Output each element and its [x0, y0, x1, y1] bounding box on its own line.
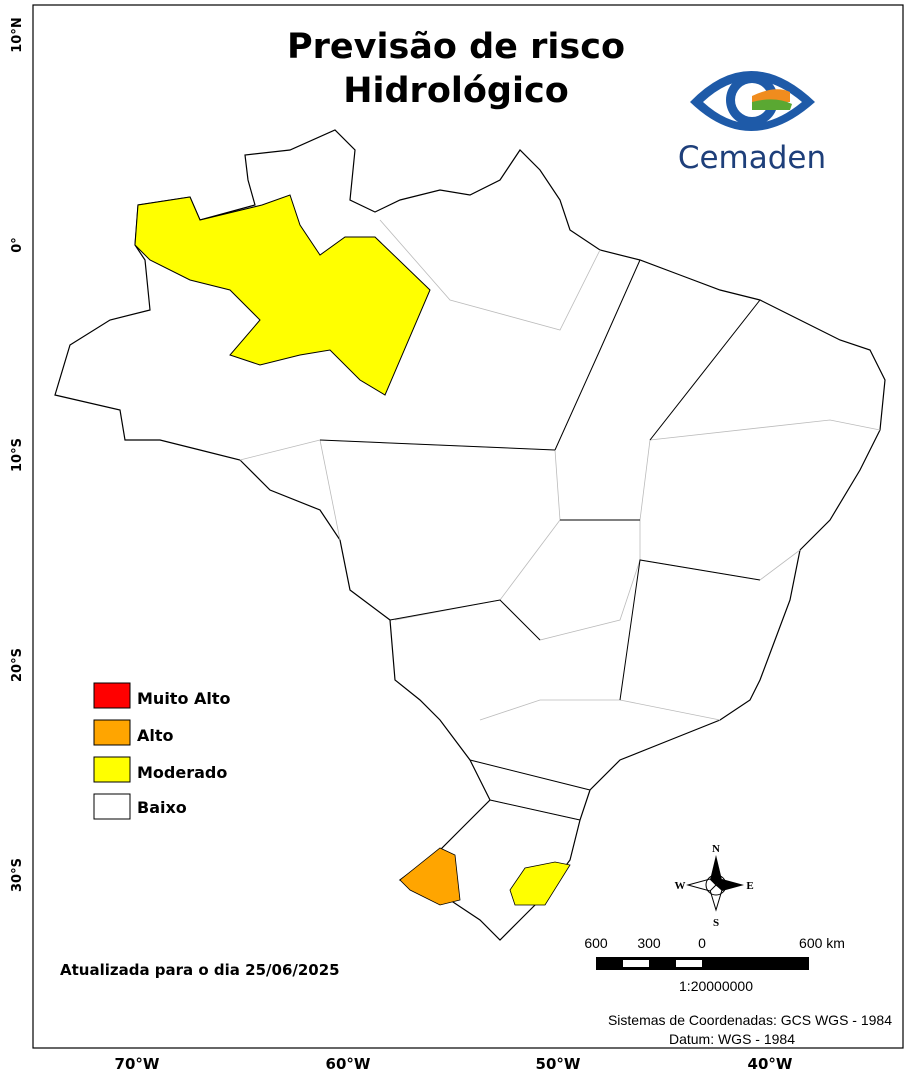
longitude-label: 50°W: [536, 1055, 581, 1073]
scale-label: 600: [584, 935, 608, 951]
scale-label: 0: [698, 935, 706, 951]
longitude-label: 40°W: [748, 1055, 793, 1073]
compass-letter: E: [746, 880, 753, 892]
update-date: Atualizada para o dia 25/06/2025: [60, 961, 340, 979]
risk-area-high: [399, 847, 461, 906]
brazil-map: [54, 129, 886, 941]
legend-swatch: [93, 793, 131, 820]
latitude-label: 10°N: [10, 17, 25, 52]
legend-swatch: [93, 719, 131, 746]
scale-bar: 600 300 0 600 km 1:20000000: [584, 935, 845, 994]
footer-line: Sistemas de Coordenadas: GCS WGS - 1984: [608, 1012, 892, 1028]
compass-letter: W: [675, 880, 686, 892]
legend-swatch: [93, 756, 131, 783]
logo-text: Cemaden: [678, 140, 826, 176]
legend-label: Moderado: [137, 763, 227, 782]
compass-letter: S: [713, 917, 719, 929]
title-line: Previsão de risco: [287, 27, 625, 67]
risk-area-moderate: [509, 861, 571, 906]
latitude-label: 30°S: [10, 858, 25, 892]
longitude-label: 60°W: [326, 1055, 371, 1073]
logo: Cemaden: [678, 71, 826, 176]
latitude-label: 0°: [10, 237, 25, 253]
longitude-label: 70°W: [115, 1055, 160, 1073]
footer-line: Datum: WGS - 1984: [669, 1031, 795, 1047]
compass-letter: N: [712, 843, 720, 855]
scale-label: 300: [637, 935, 661, 951]
latitude-label: 10°S: [10, 438, 25, 472]
legend-label: Baixo: [137, 798, 187, 817]
legend-label: Alto: [137, 726, 174, 745]
legend-label: Muito Alto: [137, 689, 231, 708]
legend-swatch: [93, 682, 131, 709]
latitude-label: 20°S: [10, 648, 25, 682]
legend: Muito Alto Alto Moderado Baixo: [93, 682, 231, 820]
north-arrow: N S E W: [675, 843, 754, 929]
scale-label: 600 km: [799, 935, 845, 951]
scale-ratio: 1:20000000: [679, 978, 753, 994]
title-line: Hidrológico: [343, 71, 569, 111]
state-borders: [319, 259, 761, 821]
risk-area-moderate: [134, 194, 431, 396]
